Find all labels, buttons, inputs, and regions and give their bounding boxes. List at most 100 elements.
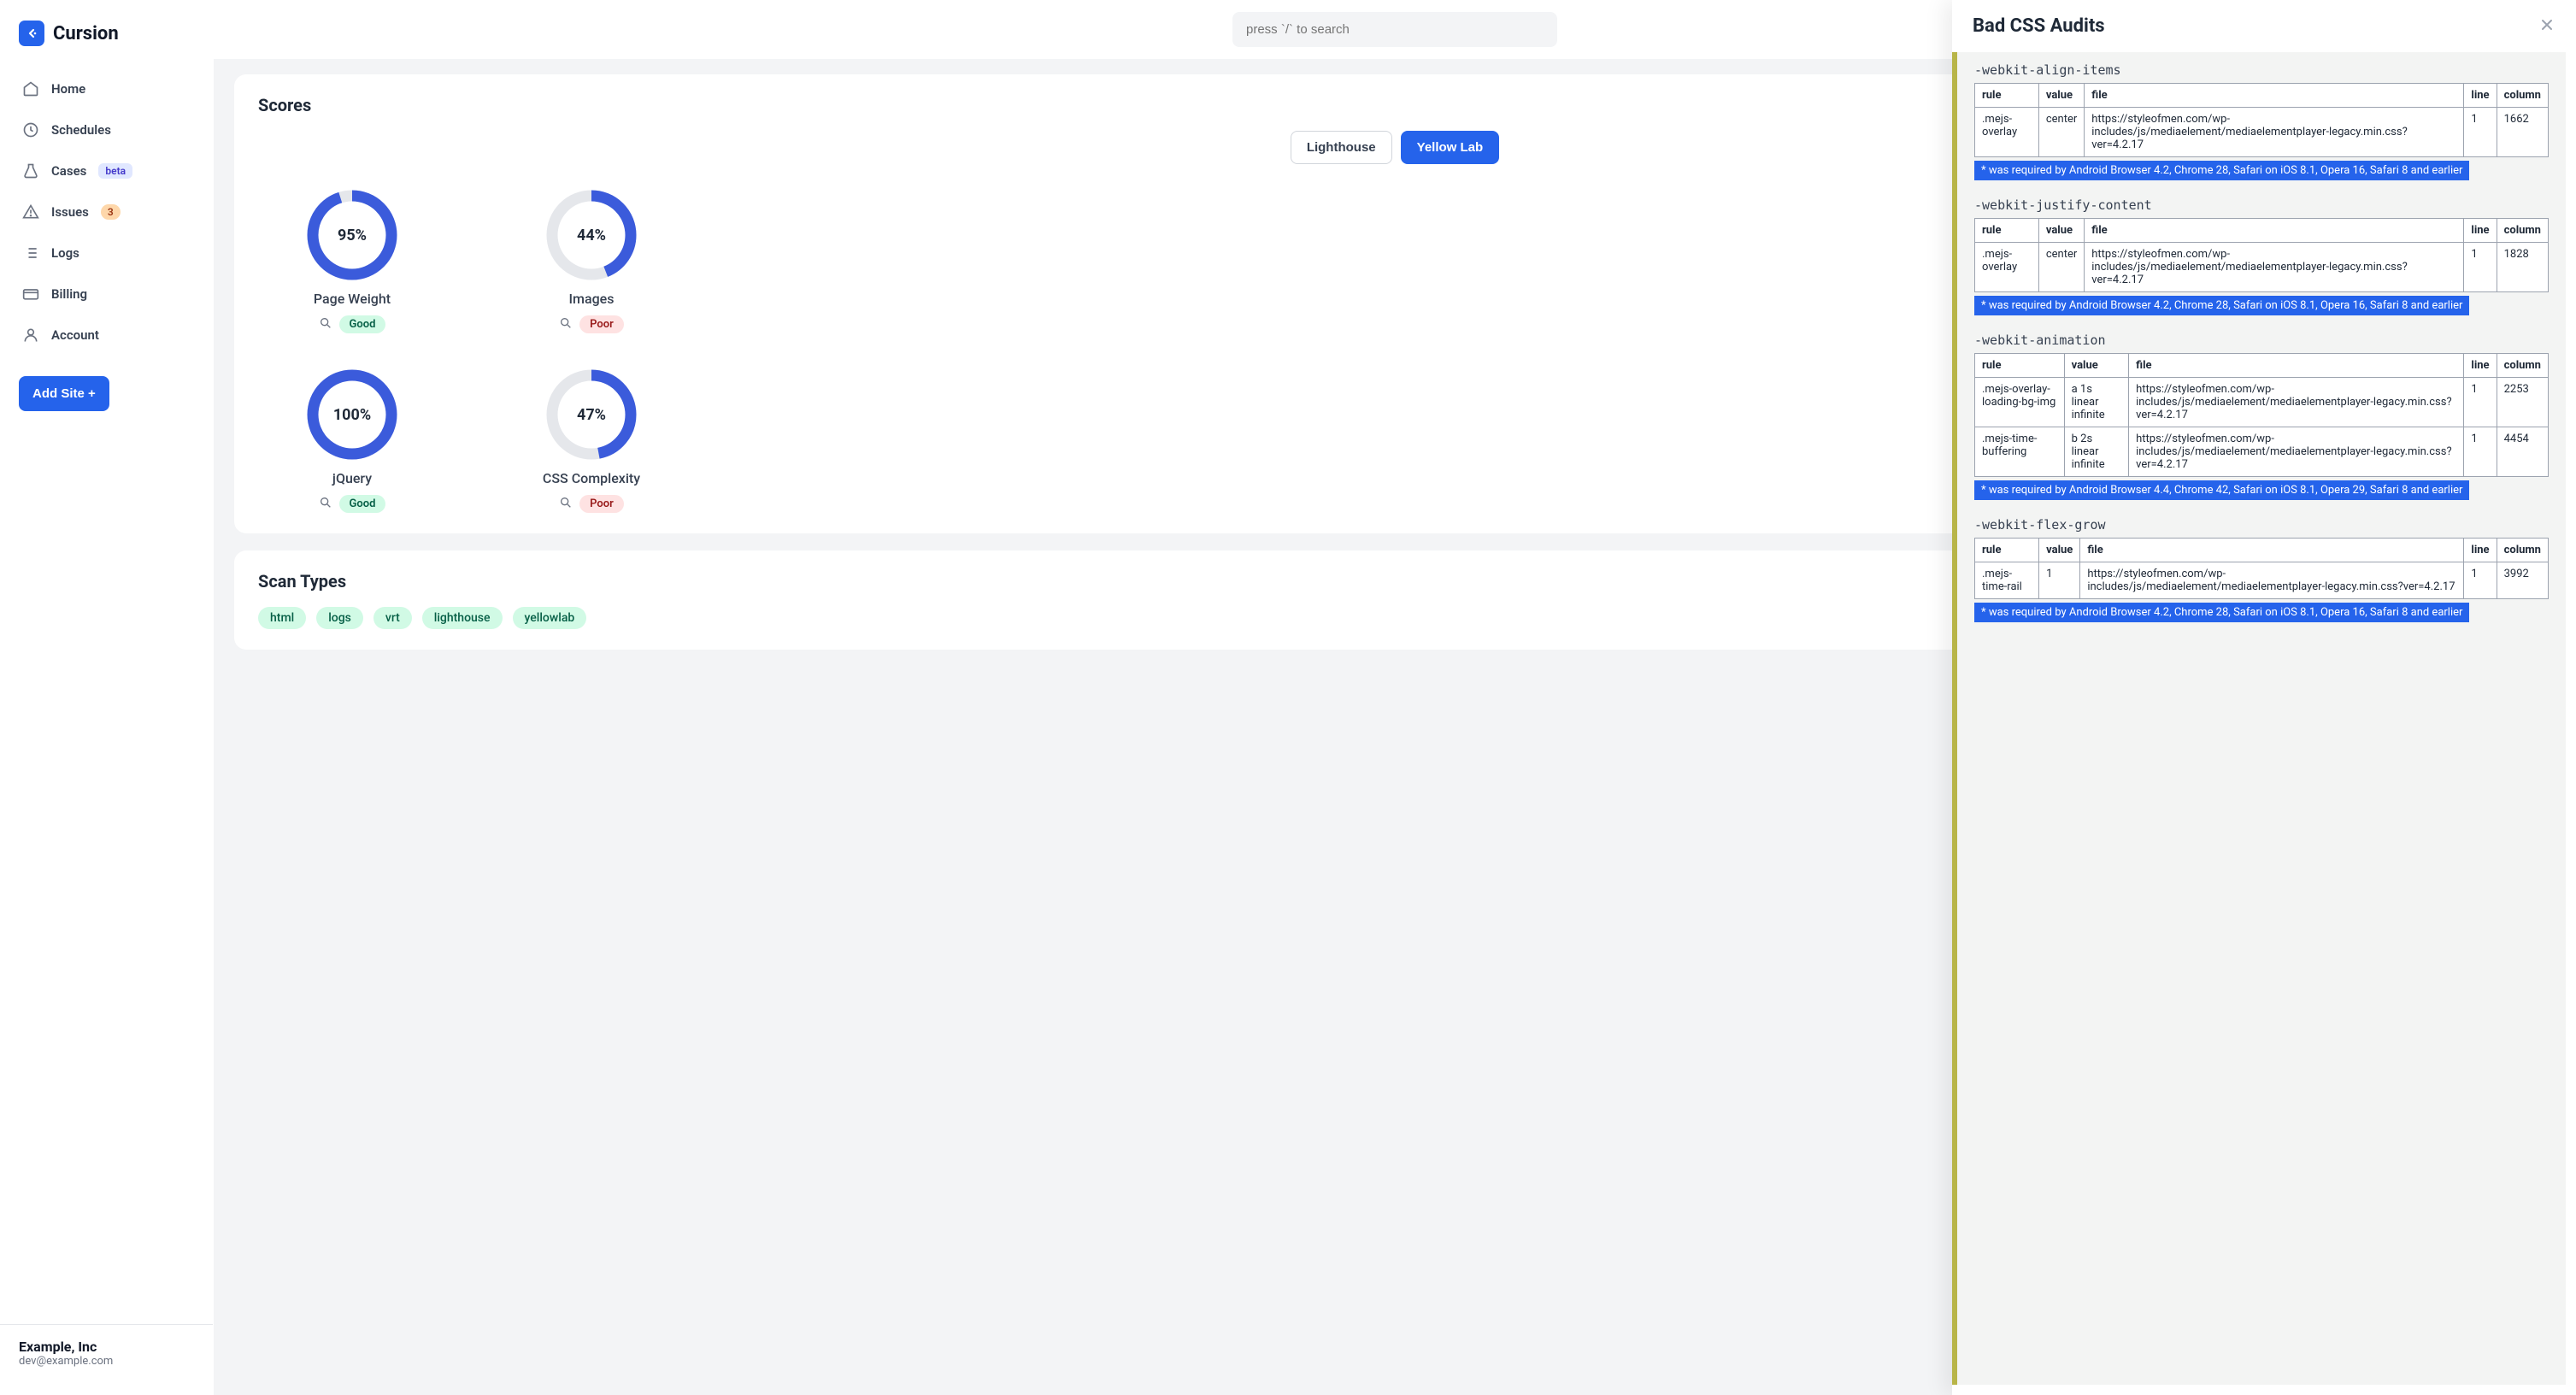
col-line: line [2464, 354, 2497, 378]
cell-column: 4454 [2497, 427, 2548, 477]
donut-chart: 44% [544, 188, 638, 282]
score-css-complexity: 47% CSS Complexity Poor [497, 368, 685, 513]
cell-rule: .mejs-overlay [1975, 243, 2039, 292]
status-badge: Poor [579, 495, 624, 513]
score-label: Images [569, 291, 615, 307]
status-badge: Good [339, 315, 386, 333]
audit-note: * was required by Android Browser 4.2, C… [1974, 603, 2469, 622]
donut-value: 44% [544, 188, 638, 282]
tab-yellow-lab[interactable]: Yellow Lab [1401, 131, 1500, 164]
col-line: line [2464, 539, 2497, 562]
logo-icon [19, 21, 44, 46]
sidebar-item-cases[interactable]: Casesbeta [12, 152, 201, 190]
cell-line: 1 [2464, 562, 2497, 599]
nav-icon [22, 327, 39, 344]
nav-icon [22, 121, 39, 138]
nav-icon [22, 285, 39, 303]
status-badge: Poor [579, 315, 624, 333]
sidebar-footer: Example, Inc dev@example.com [0, 1324, 213, 1381]
tag-lighthouse[interactable]: lighthouse [422, 607, 503, 629]
col-file: file [2080, 539, 2464, 562]
col-rule: rule [1975, 84, 2039, 108]
table-row: .mejs-time-rail 1 https://styleofmen.com… [1975, 562, 2549, 599]
cell-line: 1 [2464, 108, 2497, 157]
col-rule: rule [1975, 219, 2039, 243]
sidebar-item-billing[interactable]: Billing [12, 275, 201, 313]
add-site-button[interactable]: Add Site + [19, 376, 109, 411]
nav-label: Cases [51, 163, 86, 179]
nav-icon [22, 80, 39, 97]
score-page-weight: 95% Page Weight Good [258, 188, 446, 333]
cell-rule: .mejs-overlay-loading-bg-img [1975, 378, 2065, 427]
score-grid: 95% Page Weight Good 44% Images Poor [258, 188, 685, 513]
score-jquery: 100% jQuery Good [258, 368, 446, 513]
cell-file: https://styleofmen.com/wp-includes/js/me… [2085, 108, 2464, 157]
tag-logs[interactable]: logs [316, 607, 363, 629]
audit-table: rulevaluefilelinecolumn .mejs-overlay ce… [1974, 218, 2549, 292]
nav: Home SchedulesCasesbetaIssues3Logs Billing… [0, 63, 213, 361]
panel-title: Bad CSS Audits [1973, 15, 2105, 37]
col-column: column [2497, 539, 2548, 562]
cell-line: 1 [2464, 427, 2497, 477]
col-value: value [2038, 219, 2084, 243]
score-label: Page Weight [314, 291, 391, 307]
audit-name: -webkit-animation [1974, 333, 2549, 348]
cell-value: center [2038, 243, 2084, 292]
cell-column: 1828 [2497, 243, 2548, 292]
cell-file: https://styleofmen.com/wp-includes/js/me… [2129, 378, 2464, 427]
tab-lighthouse[interactable]: Lighthouse [1291, 131, 1392, 164]
cell-value: 1 [2039, 562, 2080, 599]
sidebar-item-account[interactable]: Account [12, 316, 201, 354]
table-row: .mejs-overlay center https://styleofmen.… [1975, 243, 2549, 292]
logo[interactable]: Cursion [0, 14, 213, 63]
nav-icon [22, 162, 39, 180]
footer-org: Example, Inc [19, 1339, 194, 1355]
cell-file: https://styleofmen.com/wp-includes/js/me… [2080, 562, 2464, 599]
cell-file: https://styleofmen.com/wp-includes/js/me… [2085, 243, 2464, 292]
sidebar: Cursion Home SchedulesCasesbetaIssues3Log… [0, 0, 214, 1395]
status-badge: Good [339, 495, 386, 513]
score-label: CSS Complexity [543, 470, 640, 486]
tag-html[interactable]: html [258, 607, 306, 629]
magnify-icon[interactable] [559, 496, 573, 513]
audit-name: -webkit-justify-content [1974, 197, 2549, 213]
magnify-icon[interactable] [319, 316, 332, 333]
footer-email: dev@example.com [19, 1355, 194, 1368]
cell-rule: .mejs-time-buffering [1975, 427, 2065, 477]
score-images: 44% Images Poor [497, 188, 685, 333]
sidebar-item-logs[interactable]: Logs [12, 234, 201, 272]
close-icon[interactable] [2538, 16, 2555, 37]
audit-section: -webkit-align-items rulevaluefilelinecol… [1974, 62, 2549, 180]
cell-value: center [2038, 108, 2084, 157]
panel-header: Bad CSS Audits [1952, 0, 2576, 52]
nav-label: Home [51, 81, 85, 97]
nav-label: Issues [51, 204, 89, 220]
table-row: .mejs-overlay center https://styleofmen.… [1975, 108, 2549, 157]
col-file: file [2129, 354, 2464, 378]
panel-body[interactable]: -webkit-align-items rulevaluefilelinecol… [1952, 52, 2566, 1385]
tag-yellowlab[interactable]: yellowlab [513, 607, 587, 629]
cell-file: https://styleofmen.com/wp-includes/js/me… [2129, 427, 2464, 477]
audit-section: -webkit-flex-grow rulevaluefilelinecolum… [1974, 517, 2549, 622]
cell-column: 1662 [2497, 108, 2548, 157]
nav-label: Account [51, 327, 99, 343]
col-line: line [2464, 84, 2497, 108]
sidebar-item-issues[interactable]: Issues3 [12, 193, 201, 231]
col-file: file [2085, 219, 2464, 243]
cell-column: 3992 [2497, 562, 2548, 599]
audit-table: rulevaluefilelinecolumn .mejs-overlay-lo… [1974, 353, 2549, 477]
donut-chart: 47% [544, 368, 638, 462]
magnify-icon[interactable] [559, 316, 573, 333]
magnify-icon[interactable] [319, 496, 332, 513]
tag-vrt[interactable]: vrt [373, 607, 412, 629]
sidebar-item-home[interactable]: Home [12, 70, 201, 108]
cell-rule: .mejs-overlay [1975, 108, 2039, 157]
sidebar-item-schedules[interactable]: Schedules [12, 111, 201, 149]
col-value: value [2064, 354, 2129, 378]
audit-name: -webkit-align-items [1974, 62, 2549, 78]
nav-label: Billing [51, 286, 87, 302]
col-column: column [2497, 219, 2548, 243]
main: Scores LighthouseYellow Lab 95% Page Wei… [214, 0, 2576, 1395]
search-input[interactable] [1232, 12, 1557, 47]
cell-line: 1 [2464, 378, 2497, 427]
